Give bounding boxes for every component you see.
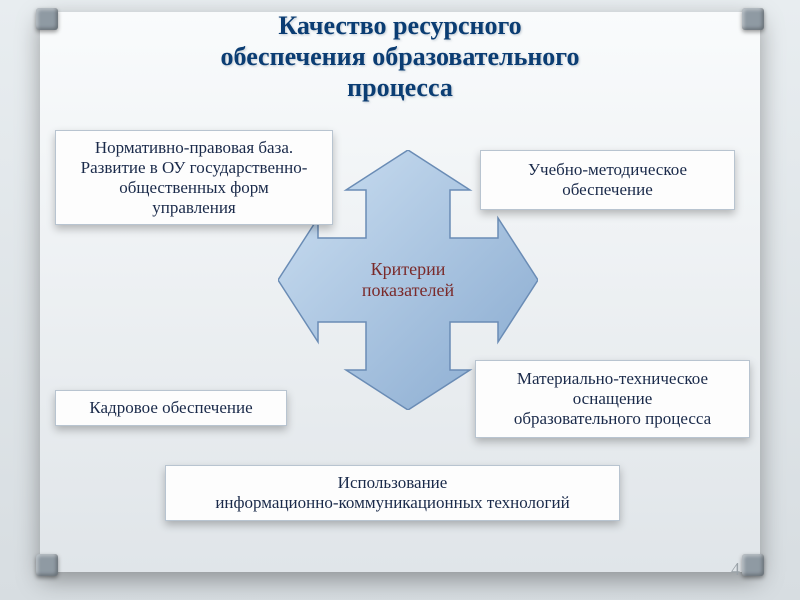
box-normative-legal-text: Нормативно-правовая база. Развитие в ОУ …	[81, 138, 308, 218]
box-methodical: Учебно-методическое обеспечение	[480, 150, 735, 210]
page-number: 4	[731, 559, 740, 580]
box-methodical-text: Учебно-методическое обеспечение	[528, 160, 687, 200]
pin-bottom-left	[36, 554, 58, 576]
center-line-2: показателей	[362, 280, 454, 300]
title-line-2: обеспечения образовательного	[0, 41, 800, 72]
box-material-technical: Материально-техническое оснащение образо…	[475, 360, 750, 438]
box-ict-text: Использование информационно-коммуникацио…	[215, 473, 569, 513]
title-line-1: Качество ресурсного	[0, 10, 800, 41]
center-line-1: Критерии	[371, 259, 446, 279]
page-title: Качество ресурсного обеспечения образова…	[0, 10, 800, 104]
box-ict: Использование информационно-коммуникацио…	[165, 465, 620, 521]
box-normative-legal: Нормативно-правовая база. Развитие в ОУ …	[55, 130, 333, 225]
pin-bottom-right	[742, 554, 764, 576]
title-line-3: процесса	[0, 72, 800, 103]
box-material-technical-text: Материально-техническое оснащение образо…	[514, 369, 711, 429]
box-staffing-text: Кадровое обеспечение	[89, 398, 252, 418]
center-label: Критериипоказателей	[342, 255, 474, 305]
box-staffing: Кадровое обеспечение	[55, 390, 287, 426]
